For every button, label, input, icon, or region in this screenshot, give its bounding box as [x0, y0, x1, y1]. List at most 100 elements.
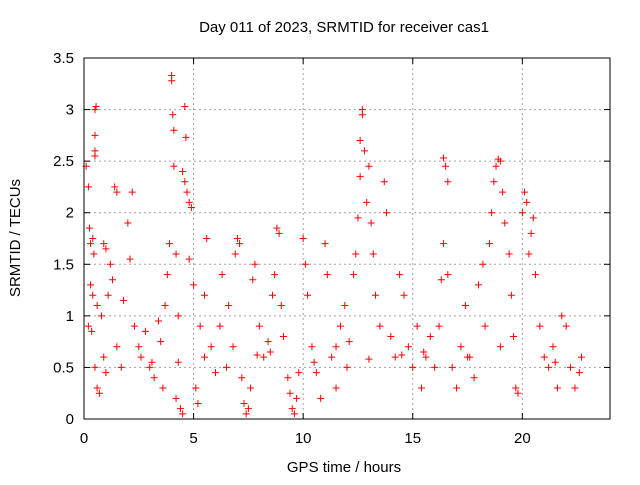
- data-point-0-48: [168, 77, 176, 85]
- data-point-0-157: [470, 374, 478, 382]
- x-tick-label-3: 15: [404, 430, 421, 447]
- data-point-0-77: [225, 302, 233, 310]
- data-point-0-181: [536, 322, 544, 330]
- data-point-0-183: [545, 363, 553, 371]
- data-point-0-15: [88, 327, 96, 335]
- data-point-0-22: [111, 183, 119, 191]
- data-point-0-161: [485, 240, 493, 248]
- data-point-0-23: [113, 188, 121, 196]
- data-point-0-17: [93, 384, 101, 392]
- data-point-0-138: [404, 343, 412, 351]
- data-point-0-104: [299, 235, 307, 242]
- data-point-0-1: [84, 183, 92, 191]
- data-point-0-122: [356, 137, 364, 145]
- data-point-0-82: [238, 374, 246, 382]
- data-point-0-53: [174, 312, 182, 320]
- data-point-0-42: [157, 338, 165, 346]
- data-point-0-92: [268, 291, 276, 299]
- data-point-0-144: [431, 363, 439, 371]
- data-point-0-4: [89, 235, 97, 242]
- data-point-0-107: [308, 343, 316, 351]
- data-point-0-163: [490, 178, 498, 186]
- data-point-0-99: [286, 389, 294, 397]
- axes: [83, 57, 611, 420]
- data-point-0-186: [558, 312, 566, 320]
- data-point-0-125: [361, 147, 369, 155]
- data-point-0-202: [332, 343, 340, 351]
- chart-title: Day 011 of 2023, SRMTID for receiver cas…: [199, 19, 489, 36]
- y-axis-label: SRMTID / TECUs: [7, 179, 24, 297]
- data-point-0-119: [352, 250, 360, 258]
- data-point-0-193: [201, 353, 209, 361]
- data-point-0-52: [172, 250, 180, 258]
- data-point-0-199: [496, 343, 504, 351]
- data-point-0-143: [426, 332, 434, 340]
- data-point-0-85: [244, 405, 252, 413]
- data-point-0-38: [141, 327, 149, 335]
- data-point-0-20: [102, 245, 110, 253]
- data-point-0-49: [169, 111, 177, 119]
- data-point-0-187: [562, 322, 570, 330]
- data-point-0-12: [89, 291, 97, 299]
- data-point-0-31: [119, 296, 127, 304]
- data-point-0-170: [507, 291, 515, 299]
- data-point-0-142: [422, 353, 430, 361]
- data-point-0-76: [222, 363, 230, 371]
- data-point-0-66: [190, 281, 198, 289]
- x-axis-label: GPS time / hours: [287, 459, 401, 476]
- data-point-0-40: [150, 374, 158, 382]
- data-point-0-121: [356, 173, 364, 181]
- data-point-0-60: [183, 188, 191, 196]
- data-point-0-127: [365, 162, 373, 170]
- data-point-0-141: [418, 384, 426, 392]
- data-point-0-145: [435, 322, 443, 330]
- data-point-0-158: [475, 281, 482, 289]
- data-point-0-65: [185, 255, 193, 263]
- data-point-0-177: [525, 250, 533, 258]
- data-point-0-168: [501, 219, 509, 227]
- data-point-0-102: [293, 394, 301, 402]
- data-point-0-84: [242, 410, 250, 418]
- data-point-0-182: [540, 353, 548, 361]
- data-point-0-139: [409, 363, 417, 371]
- data-point-0-7: [91, 152, 99, 160]
- data-point-0-69: [196, 322, 204, 330]
- x-tick-label-1: 5: [189, 430, 197, 447]
- data-point-0-173: [514, 389, 522, 397]
- data-point-0-132: [380, 178, 388, 186]
- data-point-0-18: [95, 389, 103, 397]
- data-point-0-71: [203, 235, 211, 242]
- data-point-0-43: [159, 384, 167, 392]
- x-tick-label-4: 20: [514, 430, 531, 447]
- y-tick-label-5: 2.5: [53, 153, 74, 170]
- data-point-0-180: [531, 271, 539, 279]
- data-point-0-128: [367, 219, 375, 227]
- data-point-0-91: [264, 338, 272, 346]
- data-point-0-117: [345, 338, 353, 346]
- data-point-0-68: [194, 400, 202, 408]
- data-point-0-131: [376, 322, 384, 330]
- data-point-0-129: [369, 250, 377, 258]
- data-point-0-113: [332, 384, 340, 392]
- data-point-0-86: [247, 384, 255, 392]
- data-point-0-195: [310, 358, 318, 366]
- data-point-0-62: [181, 102, 189, 110]
- data-point-0-189: [571, 384, 579, 392]
- data-point-0-29: [113, 343, 121, 351]
- data-point-0-59: [181, 178, 189, 186]
- data-point-0-97: [279, 332, 287, 340]
- data-point-0-55: [172, 394, 180, 402]
- data-point-0-72: [207, 343, 215, 351]
- data-point-0-162: [488, 209, 496, 217]
- data-point-0-106: [304, 291, 312, 299]
- data-points: [82, 72, 586, 418]
- data-point-0-192: [148, 358, 156, 366]
- data-point-0-8: [91, 106, 99, 114]
- data-point-0-39: [146, 363, 154, 371]
- data-point-0-203: [398, 351, 406, 359]
- data-point-0-200: [551, 358, 559, 366]
- data-point-0-74: [216, 322, 224, 330]
- data-point-0-109: [317, 394, 325, 402]
